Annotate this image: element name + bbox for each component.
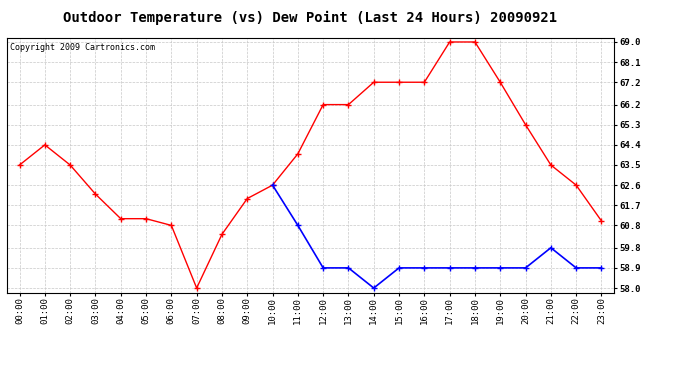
Text: Copyright 2009 Cartronics.com: Copyright 2009 Cartronics.com <box>10 43 155 52</box>
Text: Outdoor Temperature (vs) Dew Point (Last 24 Hours) 20090921: Outdoor Temperature (vs) Dew Point (Last… <box>63 11 558 26</box>
